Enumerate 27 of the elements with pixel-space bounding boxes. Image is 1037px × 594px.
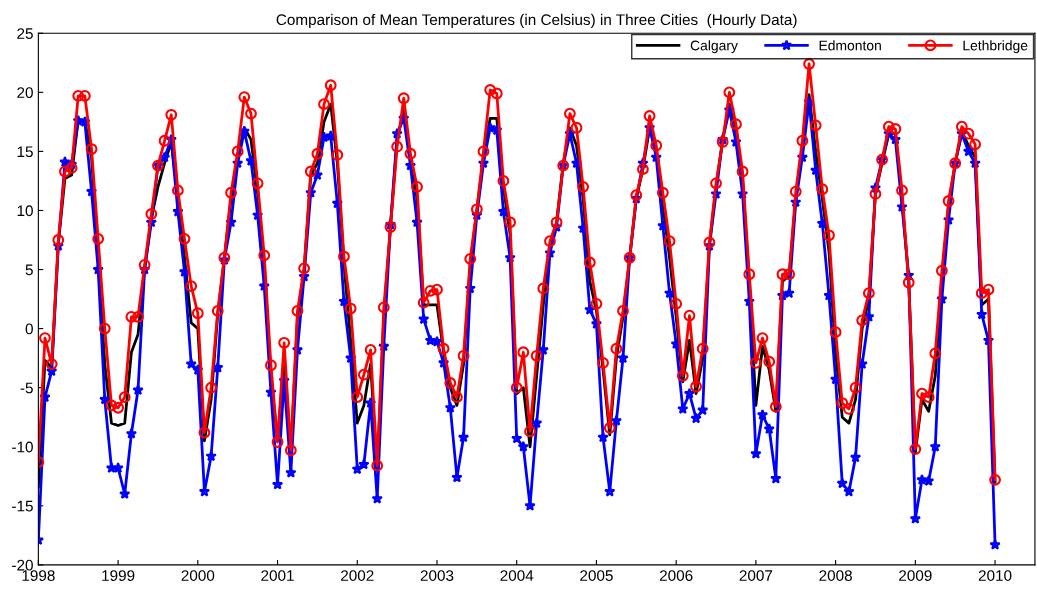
y-tick-label: -20: [12, 559, 33, 571]
y-tick-label: 20: [17, 87, 33, 99]
y-tick-label: 15: [17, 146, 33, 158]
chart-title: Comparison of Mean Temperatures (in Celsius) in Three Cities (Hourly Data): [276, 13, 797, 29]
x-tick-label: 2000: [181, 570, 215, 581]
y-tick-label: 25: [17, 28, 33, 39]
x-tick-label: 1998: [22, 570, 55, 581]
legend-label: Calgary: [690, 40, 738, 54]
y-tick-label: 5: [25, 264, 33, 276]
x-tick-label: 2001: [261, 570, 294, 581]
y-tick-label: 0: [25, 323, 33, 335]
x-tick-label: 2004: [500, 570, 534, 581]
x-tick-label: 2010: [978, 570, 1012, 581]
x-tick-label: 2006: [659, 570, 693, 581]
y-tick-label: -10: [12, 441, 33, 453]
y-tick-label: 10: [17, 205, 33, 217]
legend-label: Lethbridge: [963, 40, 1028, 54]
x-tick-label: 2002: [341, 570, 374, 581]
y-tick-label: -15: [12, 500, 33, 512]
x-tick-label: 2003: [420, 570, 454, 581]
x-tick-label: 2008: [819, 570, 852, 581]
x-tick-label: 2009: [899, 570, 932, 581]
x-tick-label: 2007: [739, 570, 773, 581]
y-tick-label: -5: [20, 382, 33, 394]
legend-label: Edmonton: [819, 40, 881, 51]
x-tick-label: 2005: [580, 570, 613, 581]
x-tick-label: 1999: [102, 570, 135, 581]
